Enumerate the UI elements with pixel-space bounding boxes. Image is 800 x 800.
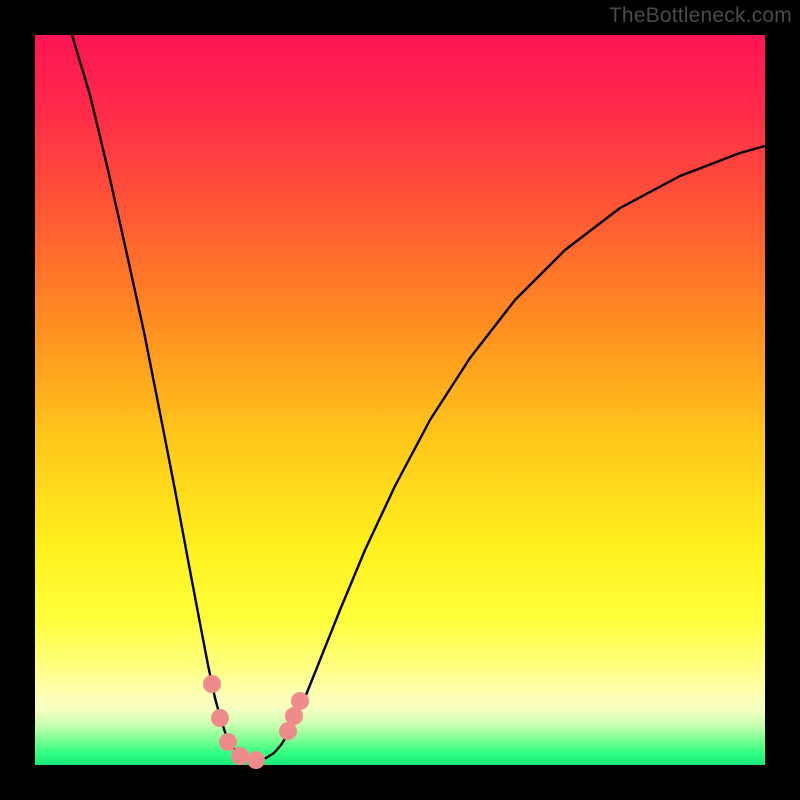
marker-dot	[203, 675, 221, 693]
bottleneck-chart-svg	[0, 0, 800, 800]
marker-dot	[231, 747, 249, 765]
watermark-text: TheBottleneck.com	[609, 4, 792, 28]
marker-dot	[219, 733, 237, 751]
gradient-plot-area	[35, 35, 765, 765]
marker-dot	[211, 709, 229, 727]
marker-dot	[247, 751, 265, 769]
marker-dot	[291, 692, 309, 710]
chart-canvas: TheBottleneck.com	[0, 0, 800, 800]
